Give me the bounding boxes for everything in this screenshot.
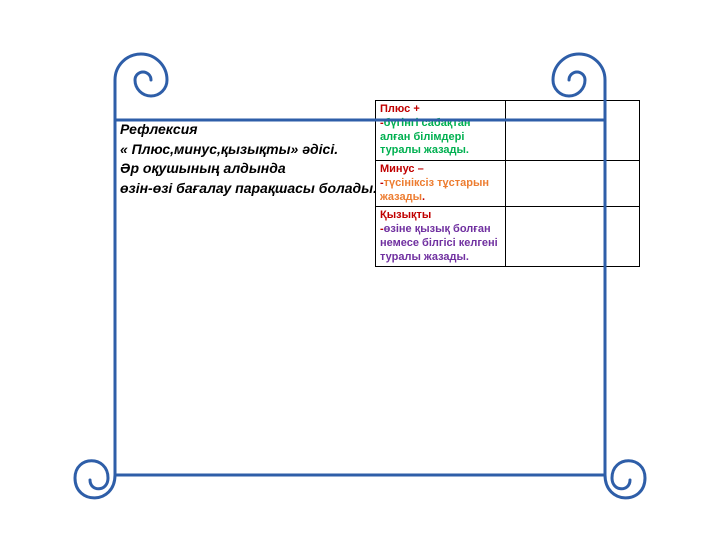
scroll-decoration [70,40,650,510]
